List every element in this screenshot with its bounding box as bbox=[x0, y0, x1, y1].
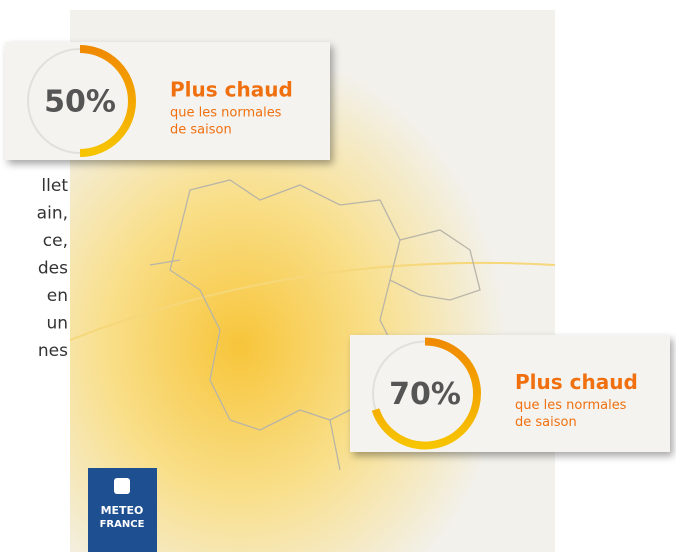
body-text: llet bbox=[41, 176, 68, 196]
card-subtitle: de saison bbox=[170, 123, 232, 138]
logo-text: METEO bbox=[101, 504, 144, 517]
body-text: ain, bbox=[37, 204, 68, 224]
card-title: Plus chaud bbox=[170, 78, 293, 102]
body-text: ce, bbox=[43, 231, 68, 251]
card-subtitle: que les normales bbox=[515, 398, 627, 413]
card-subtitle: de saison bbox=[515, 415, 577, 430]
gauge-arc bbox=[79, 45, 136, 157]
logo-icon bbox=[114, 478, 130, 494]
gauge-label: 50% bbox=[44, 85, 116, 120]
logo-text: FRANCE bbox=[100, 519, 145, 530]
card-subtitle: que les normales bbox=[170, 106, 282, 121]
card: 50% Plus chaud que les normales de saison bbox=[5, 42, 330, 160]
body-text: des bbox=[38, 259, 68, 279]
card-title: Plus chaud bbox=[515, 370, 638, 394]
body-text: en bbox=[47, 286, 68, 306]
left-text: llet ain, ce, des en un nes bbox=[37, 176, 69, 361]
card-box bbox=[350, 335, 670, 452]
card-box bbox=[5, 42, 330, 160]
card: 70% Plus chaud que les normales de saison bbox=[350, 335, 670, 452]
gauge-label: 70% bbox=[389, 377, 461, 412]
body-text: un bbox=[46, 314, 68, 334]
body-text: nes bbox=[38, 341, 68, 361]
sun-edge bbox=[69, 261, 556, 341]
gauge-arc bbox=[371, 337, 481, 450]
